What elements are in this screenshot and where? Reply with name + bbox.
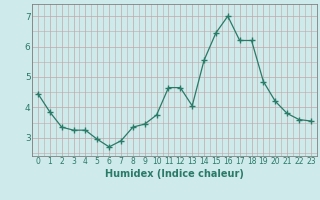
X-axis label: Humidex (Indice chaleur): Humidex (Indice chaleur) (105, 169, 244, 179)
